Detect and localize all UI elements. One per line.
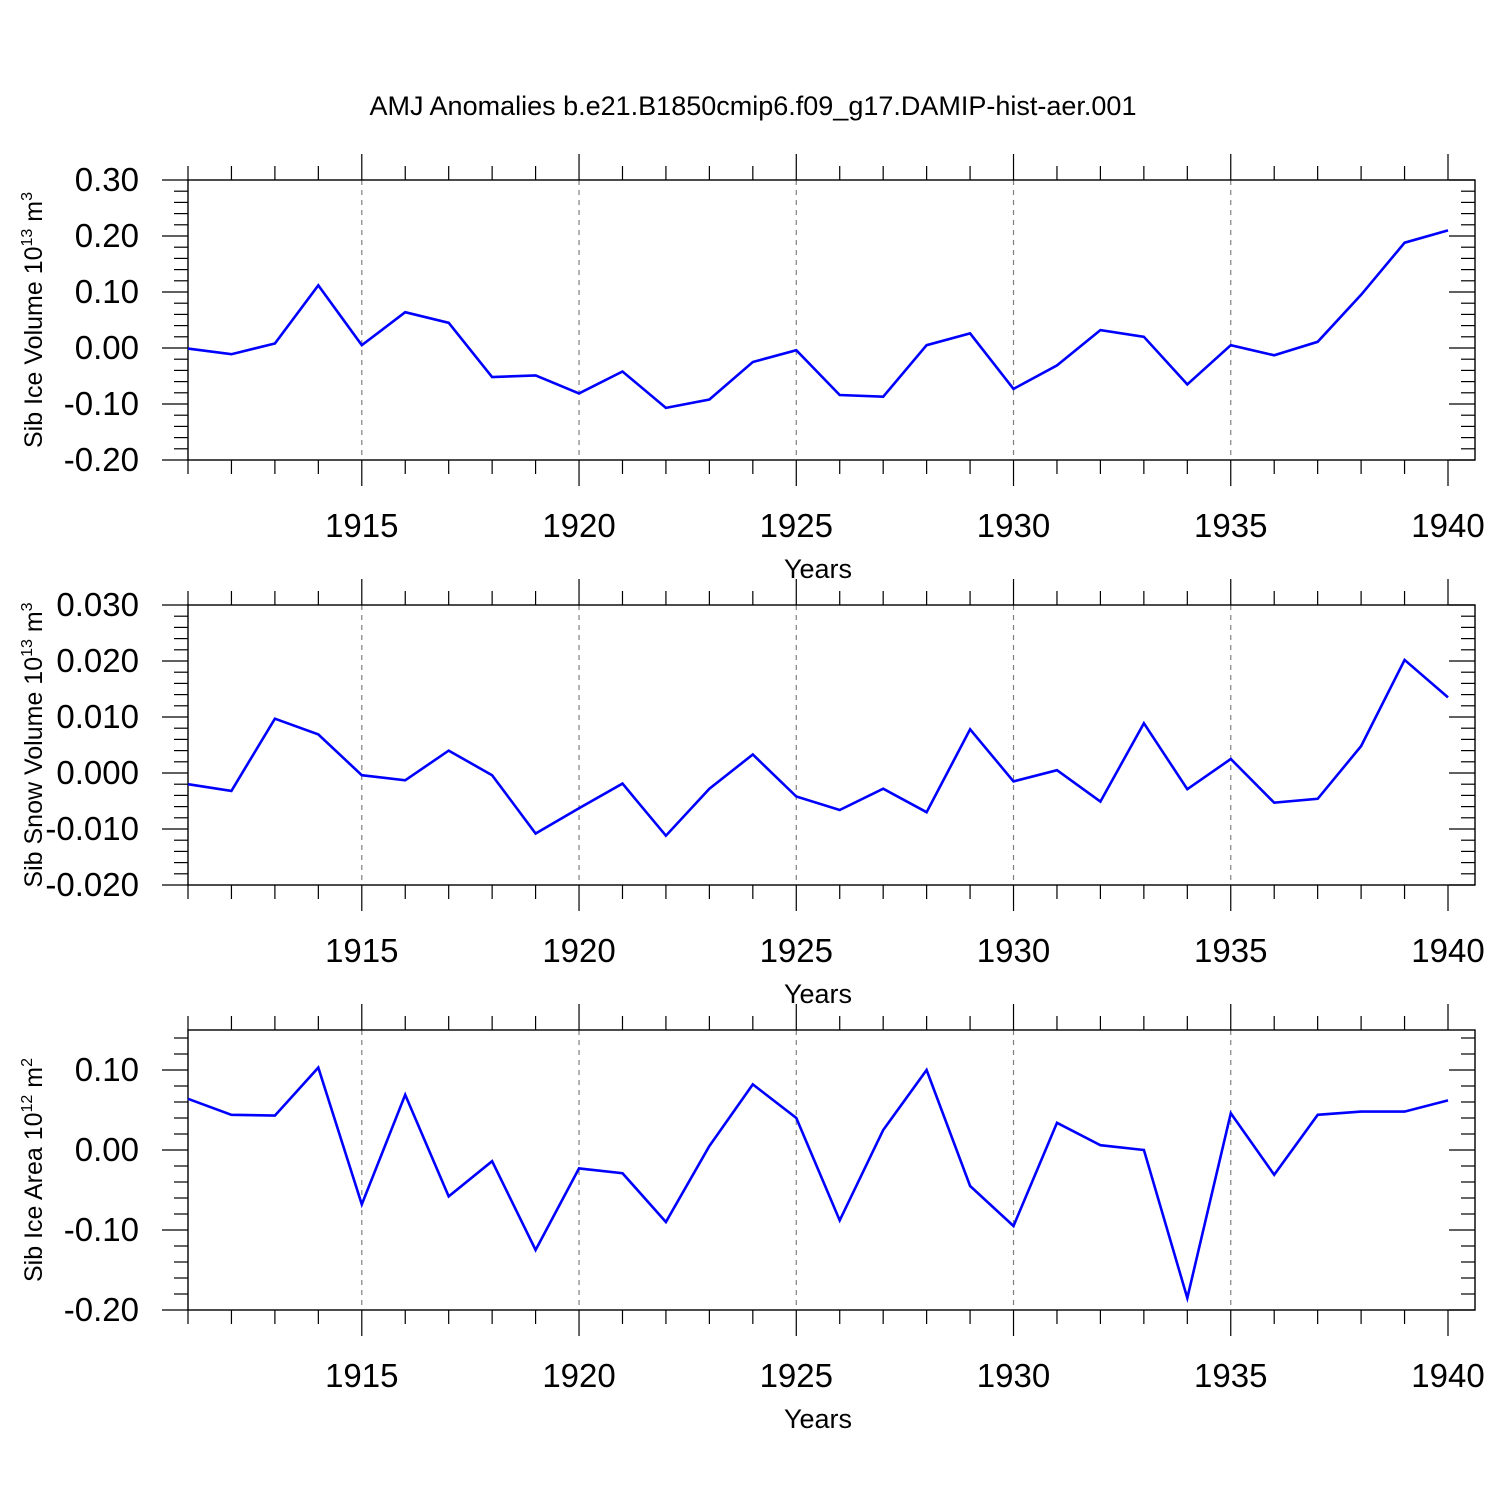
y-tick-label: 0.010 — [56, 698, 139, 735]
panel-3: 1915 1920 1925 1930 1935 1940 Years -0.20 -0.10 0… — [19, 1004, 1485, 1434]
y-tick-label: -0.20 — [64, 1291, 139, 1328]
y-axis-label: Sib Ice Area 1012 m2 — [19, 1058, 48, 1282]
series-line — [187, 657, 1449, 838]
y-axis-label: Sib Snow Volume 1013 m3 — [19, 602, 48, 887]
x-tick-label: 1940 — [1411, 1357, 1484, 1394]
y-tick-label: 0.30 — [75, 161, 139, 198]
x-tick-label: 1935 — [1194, 1357, 1267, 1394]
plot-frame — [187, 1029, 1476, 1311]
x-tick-label: 1925 — [760, 932, 833, 969]
x-tick-label: 1935 — [1194, 932, 1267, 969]
y-tick-label: -0.10 — [64, 1211, 139, 1248]
x-tick-label: 1935 — [1194, 507, 1267, 544]
x-tick-label: 1925 — [760, 507, 833, 544]
y-tick-label: -0.20 — [64, 441, 139, 478]
figure-title: AMJ Anomalies b.e21.B1850cmip6.f09_g17.D… — [370, 91, 1137, 121]
x-tick-label: 1920 — [542, 1357, 615, 1394]
x-tick-label: 1915 — [325, 932, 398, 969]
y-tick-label: 0.030 — [56, 586, 139, 623]
x-tick-label: 1930 — [977, 1357, 1050, 1394]
x-tick-label: 1940 — [1411, 507, 1484, 544]
y-tick-label: 0.00 — [75, 329, 139, 366]
x-axis-label: Years — [784, 554, 852, 584]
x-tick-label: 1925 — [760, 1357, 833, 1394]
series-line — [187, 229, 1449, 410]
x-tick-label: 1920 — [542, 932, 615, 969]
y-tick-label: 0.10 — [75, 1051, 139, 1088]
y-tick-label: -0.10 — [64, 385, 139, 422]
x-tick-label: 1930 — [977, 932, 1050, 969]
y-tick-label: -0.020 — [45, 866, 139, 903]
y-axis-label: Sib Ice Volume 1013 m3 — [19, 192, 48, 448]
x-tick-label: 1915 — [325, 507, 398, 544]
chart-panels: 1915 1920 1925 1930 1935 1940 Years -0.20 -0.10 0… — [19, 154, 1485, 1434]
series-line — [187, 1065, 1449, 1304]
x-tick-label: 1915 — [325, 1357, 398, 1394]
panel-2: 1915 1920 1925 1930 1935 1940 Years -0.020 -0.01… — [19, 579, 1485, 1009]
panel-1: 1915 1920 1925 1930 1935 1940 Years -0.20 -0.10 0… — [19, 154, 1485, 584]
plot-frame — [187, 179, 1476, 461]
x-axis-label: Years — [784, 979, 852, 1009]
x-axis-label: Years — [784, 1404, 852, 1434]
x-tick-label: 1930 — [977, 507, 1050, 544]
x-tick-label: 1920 — [542, 507, 615, 544]
y-tick-label: -0.010 — [45, 810, 139, 847]
plot-frame — [187, 604, 1476, 886]
y-tick-label: 0.10 — [75, 273, 139, 310]
y-tick-label: 0.000 — [56, 754, 139, 791]
y-tick-label: 0.020 — [56, 642, 139, 679]
x-tick-label: 1940 — [1411, 932, 1484, 969]
y-tick-label: 0.20 — [75, 217, 139, 254]
y-tick-label: 0.00 — [75, 1131, 139, 1168]
